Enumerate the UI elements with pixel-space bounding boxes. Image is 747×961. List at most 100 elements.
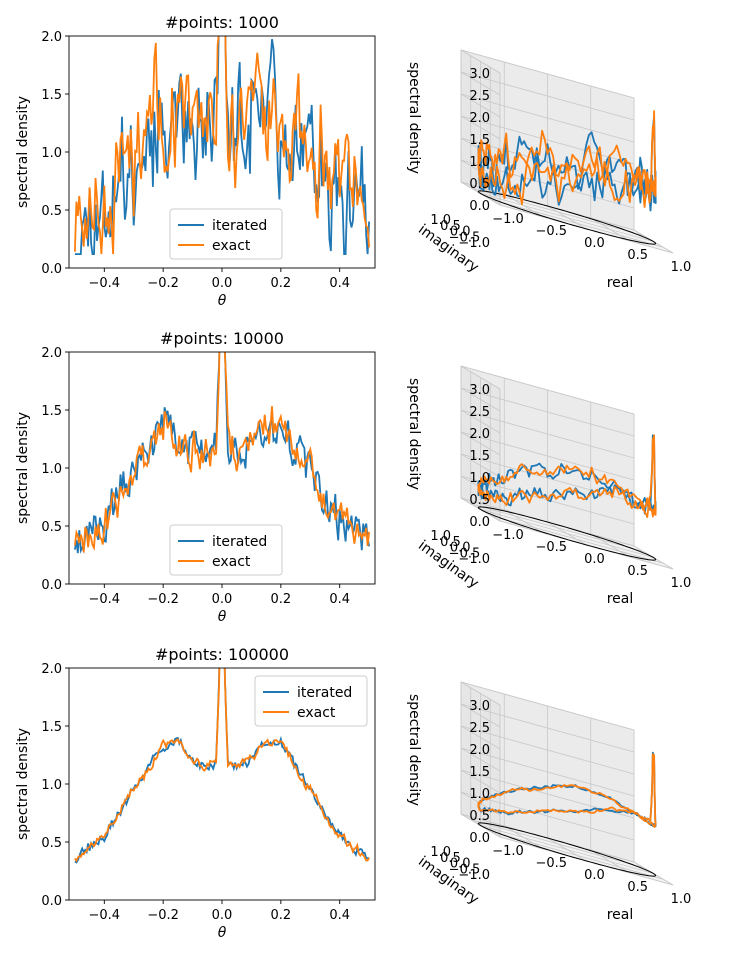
panel3d-3-grid-line bbox=[460, 681, 501, 706]
panel3d-1-unit-circle bbox=[477, 190, 657, 245]
panel3d-3-ztick-label: 2.5 bbox=[469, 721, 490, 736]
panel-1-legend-label-exact: exact bbox=[212, 238, 251, 254]
panel-2-legend-label-exact: exact bbox=[212, 554, 251, 570]
panel3d-2-grid-line bbox=[460, 365, 635, 415]
panel3d-3-grid-line bbox=[460, 747, 501, 772]
panel-3-series-exact bbox=[74, 668, 370, 863]
panel3d-3-ztick-label: 0.5 bbox=[469, 809, 490, 824]
panel3d-2-ztick-label: 1.5 bbox=[469, 449, 490, 464]
panel3d-1-ytick-label: 0.5 bbox=[440, 219, 461, 234]
panel3d-1-series-exact bbox=[477, 110, 657, 208]
panel-1-xlabel: θ bbox=[218, 293, 227, 309]
panel3d-3-unit-circle bbox=[477, 822, 657, 877]
panel3d-2-ztick-label: 3.0 bbox=[469, 383, 490, 398]
panel3d-3-xtick-label: 0.0 bbox=[584, 868, 605, 883]
panel3d-3-ytick-label: 0.0 bbox=[450, 857, 471, 872]
panel-1-title: #points: 1000 bbox=[165, 13, 279, 32]
panel3d-2-grid-line bbox=[590, 533, 630, 558]
panel3d-2-ztick-label: 1.0 bbox=[469, 471, 490, 486]
panel3d-2-xlabel: real bbox=[607, 591, 634, 607]
panel3d-2-grid-line bbox=[460, 453, 501, 478]
panel3d-1-grid-line bbox=[460, 115, 501, 140]
panel-1-xtick-label: −0.2 bbox=[147, 276, 179, 291]
panel3d-2-xtick-label: 0.0 bbox=[584, 552, 605, 567]
panel3d-3-ztick-label: 3.0 bbox=[469, 699, 490, 714]
panel3d-1-ztick-label: 0.5 bbox=[469, 177, 490, 192]
panel-3-legend-label-iterated: iterated bbox=[297, 685, 352, 701]
panel3d-3-xtick-label: −0.5 bbox=[535, 856, 567, 871]
panel3d-2-ztick-label: 2.0 bbox=[469, 427, 490, 442]
panel-1-ytick-label: 0.5 bbox=[41, 204, 62, 219]
panel3d-1-xtick-label: 1.0 bbox=[671, 260, 692, 275]
panel-1-xtick-label: 0.0 bbox=[212, 276, 233, 291]
panel3d-2-ztick-label: 0.5 bbox=[469, 493, 490, 508]
panel3d-3-xtick-label: −1.0 bbox=[492, 844, 524, 859]
panel3d-2-xtick-label: −1.0 bbox=[492, 528, 524, 543]
panel-3-xtick-label: 0.4 bbox=[329, 908, 350, 923]
panel3d-3-ytick-label: 0.5 bbox=[440, 851, 461, 866]
panel-2-ytick-label: 1.5 bbox=[41, 404, 62, 419]
panel-3-xtick-label: −0.2 bbox=[147, 908, 179, 923]
panel3d-1-grid-line bbox=[460, 71, 635, 121]
panel3d-2-series-exact bbox=[477, 434, 657, 519]
panel3d-2-grid-line bbox=[460, 387, 635, 437]
panel3d-1-ztick-label: 3.0 bbox=[469, 67, 490, 82]
panel3d-3-ztick-label: 2.0 bbox=[469, 743, 490, 758]
panel3d-3-xlabel: real bbox=[607, 907, 634, 923]
panel3d-2-ytick-label: 1.0 bbox=[430, 529, 451, 544]
panel3d-2-ytick-label: −1.0 bbox=[458, 552, 490, 567]
panel3d-3-ytick-label: −1.0 bbox=[458, 868, 490, 883]
panel3d-2-grid-line bbox=[470, 503, 644, 553]
panel3d-1-ytick-label: −1.0 bbox=[458, 236, 490, 251]
panel3d-1-grid-line bbox=[460, 115, 635, 165]
panel3d-1-ytick-label: 1.0 bbox=[430, 213, 451, 228]
panel3d-1-xlabel: real bbox=[607, 275, 634, 291]
panel3d-3-ytick-label: −0.5 bbox=[449, 862, 481, 877]
panel3d-2-grid-line bbox=[460, 365, 501, 390]
panel3d-3-grid-line bbox=[460, 681, 635, 731]
panel-2-xlabel: θ bbox=[218, 609, 227, 625]
panel3d-2-xtick-label: −0.5 bbox=[535, 540, 567, 555]
panel3d-1-ztick-label: 1.0 bbox=[469, 155, 490, 170]
panel3d-2-ytick-label: −0.5 bbox=[449, 546, 481, 561]
panel-2-ytick-label: 2.0 bbox=[41, 346, 62, 361]
panel3d-2-grid-line bbox=[460, 387, 501, 412]
panel-3-xtick-label: 0.0 bbox=[212, 908, 233, 923]
panel3d-2-grid-line bbox=[480, 509, 654, 558]
panel-2-title: #points: 10000 bbox=[160, 329, 284, 348]
panel3d-2-ztick-label: 2.5 bbox=[469, 405, 490, 420]
panel3d-1-grid-line bbox=[480, 193, 654, 242]
panel3d-3-grid-line bbox=[460, 725, 635, 775]
panel-1-ytick-label: 1.0 bbox=[41, 146, 62, 161]
panel-3-ylabel: spectral density bbox=[15, 728, 31, 840]
panel3d-2-ytick-label: 0.5 bbox=[440, 535, 461, 550]
panel3d-3-ztick-label: 1.5 bbox=[469, 765, 490, 780]
panel-3-ytick-label: 0.5 bbox=[41, 836, 62, 851]
panel-2-legend-box bbox=[169, 524, 283, 576]
panel3d-2-grid-line bbox=[460, 453, 635, 503]
panel3d-1-ztick-label: 2.5 bbox=[469, 89, 490, 104]
panel3d-1-xtick-label: 0.0 bbox=[584, 236, 605, 251]
panel-3-xlabel: θ bbox=[218, 925, 227, 941]
panel3d-1-grid-line bbox=[470, 187, 644, 237]
panel-2-legend-label-iterated: iterated bbox=[212, 534, 267, 550]
panel-3-legend-label-exact: exact bbox=[297, 705, 336, 721]
panel3d-2-xtick-label: 1.0 bbox=[671, 576, 692, 591]
panel3d-1-xtick-label: −0.5 bbox=[535, 224, 567, 239]
panel-2-ytick-label: 1.0 bbox=[41, 462, 62, 477]
panel-2-ytick-label: 0.5 bbox=[41, 520, 62, 535]
panel-2-xtick-label: 0.4 bbox=[329, 592, 350, 607]
panel3d-2-xtick-label: 0.5 bbox=[627, 564, 648, 579]
panel-1-legend-label-iterated: iterated bbox=[212, 218, 267, 234]
panel3d-2-grid-line bbox=[460, 409, 635, 459]
panel3d-3-grid-line bbox=[460, 791, 635, 841]
panel-2-xtick-label: −0.2 bbox=[147, 592, 179, 607]
panel-2-series-exact bbox=[74, 352, 370, 553]
panel3d-1-grid-line bbox=[460, 49, 635, 99]
panel3d-1-grid-line bbox=[460, 93, 635, 143]
panel-2-ytick-label: 0.0 bbox=[41, 578, 62, 593]
panel-2-xtick-label: 0.0 bbox=[212, 592, 233, 607]
panel3d-1-grid-line bbox=[590, 217, 630, 242]
panel-1-legend-box bbox=[169, 208, 283, 260]
